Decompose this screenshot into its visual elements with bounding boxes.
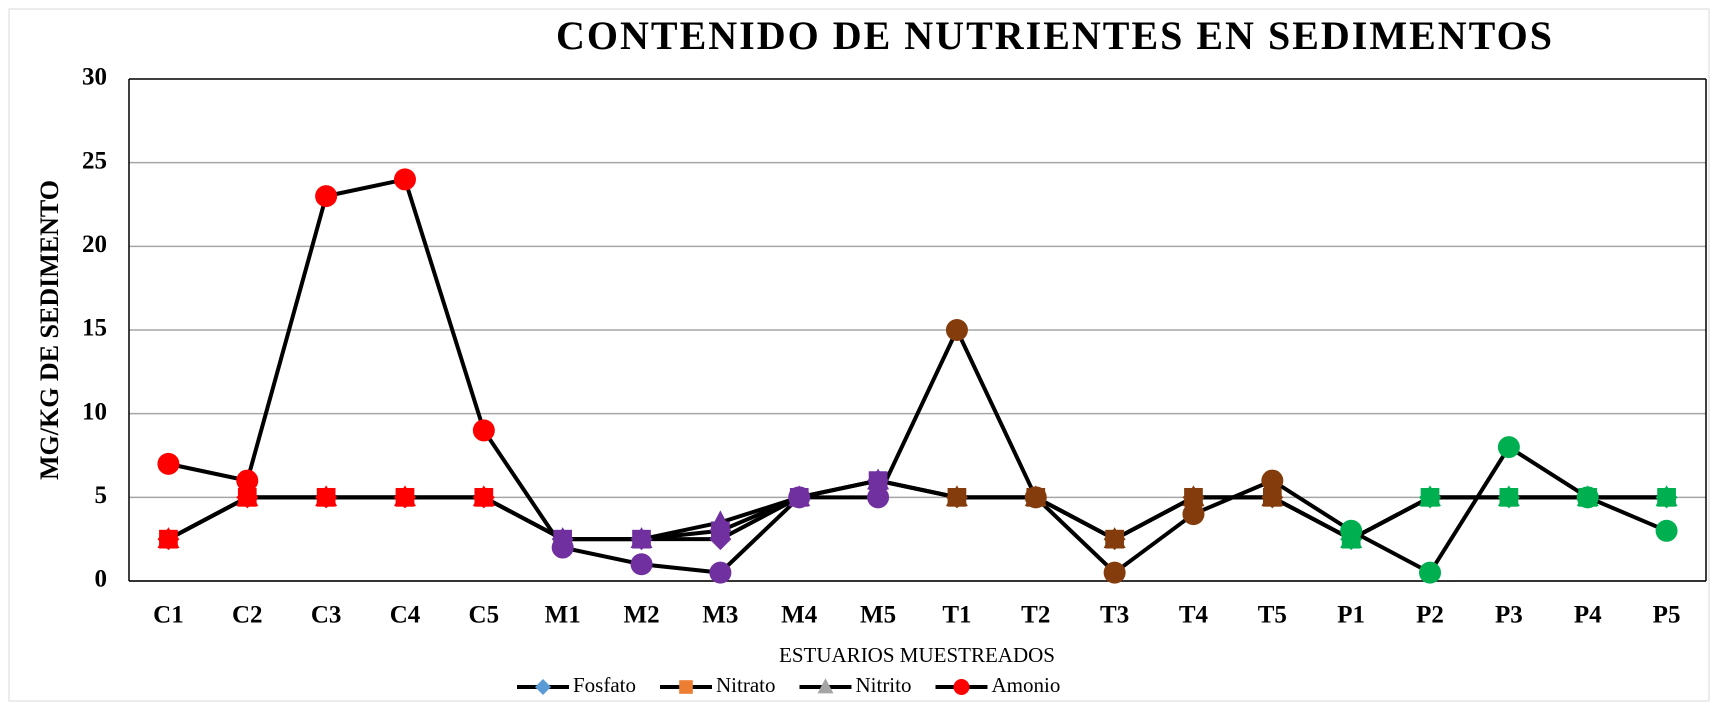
x-tick-label: T1 [942, 602, 971, 629]
x-tick-label: P2 [1416, 602, 1444, 629]
marker [1182, 503, 1205, 526]
x-axis-title: ESTUARIOS MUESTREADOS [779, 643, 1055, 667]
marker [817, 678, 834, 694]
x-tick-label: C2 [232, 602, 263, 629]
marker [788, 486, 811, 509]
x-tick-label: P4 [1574, 602, 1602, 629]
x-tick-label: T4 [1179, 602, 1209, 629]
marker [630, 553, 653, 576]
marker [157, 527, 180, 548]
y-tick-label: 15 [82, 315, 107, 342]
x-tick-label: C3 [311, 602, 342, 629]
marker [1497, 436, 1520, 459]
marker [1024, 486, 1047, 509]
marker [1576, 486, 1599, 509]
marker [1655, 519, 1678, 542]
x-tick-label: T5 [1258, 602, 1287, 629]
x-tick-label: C5 [469, 602, 500, 629]
marker [535, 679, 551, 695]
marker [393, 485, 416, 507]
marker [679, 680, 693, 694]
chart-title: CONTENIDO DE NUTRIENTES EN SEDIMENTOS [556, 13, 1554, 58]
y-tick-label: 5 [95, 482, 108, 509]
y-axis-title: MG/KG DE SEDIMENTO [35, 180, 64, 480]
x-tick-label: M3 [702, 602, 738, 629]
marker [1103, 561, 1126, 584]
chart-frame [8, 8, 1710, 702]
marker [1497, 485, 1520, 507]
marker [1655, 485, 1678, 507]
marker [709, 510, 732, 532]
legend-label: Nitrito [855, 673, 911, 697]
x-tick-label: M4 [781, 602, 818, 629]
series-line [168, 177, 1668, 576]
x-tick-label: C1 [153, 602, 184, 629]
y-tick-label: 10 [82, 398, 107, 425]
marker [1419, 561, 1442, 584]
legend-label: Fosfato [573, 673, 636, 697]
x-tick-label: C4 [390, 602, 421, 629]
marker [709, 561, 732, 584]
marker [315, 185, 338, 208]
series-line [167, 478, 1667, 542]
marker [393, 168, 416, 191]
marker [1261, 485, 1284, 507]
marker [1103, 527, 1126, 548]
marker [472, 419, 495, 442]
x-tick-label: P1 [1337, 602, 1365, 629]
marker [945, 485, 968, 507]
y-tick-label: 25 [82, 147, 107, 174]
x-tick-label: P3 [1495, 602, 1523, 629]
legend-label: Nitrato [716, 673, 775, 697]
marker [315, 485, 338, 507]
x-tick-label: M5 [860, 602, 896, 629]
marker [867, 468, 890, 490]
y-tick-label: 30 [82, 64, 107, 91]
x-tick-label: P5 [1653, 602, 1681, 629]
marker [472, 485, 495, 507]
marker [1182, 485, 1205, 507]
marker [630, 527, 653, 548]
marker [551, 536, 574, 559]
x-tick-label: M2 [623, 602, 659, 629]
marker [236, 485, 259, 507]
marker [953, 679, 970, 695]
x-tick-label: M1 [545, 602, 581, 629]
x-tick-label: T3 [1100, 602, 1129, 629]
marker [1261, 469, 1284, 492]
marker [1419, 485, 1442, 507]
marker [1340, 519, 1363, 542]
legend-label: Amonio [991, 673, 1060, 697]
y-tick-label: 0 [95, 566, 108, 593]
marker [236, 469, 259, 492]
marker [157, 452, 180, 475]
x-tick-label: T2 [1021, 602, 1050, 629]
marker [867, 486, 890, 509]
marker [945, 319, 968, 341]
y-tick-label: 20 [82, 231, 107, 258]
